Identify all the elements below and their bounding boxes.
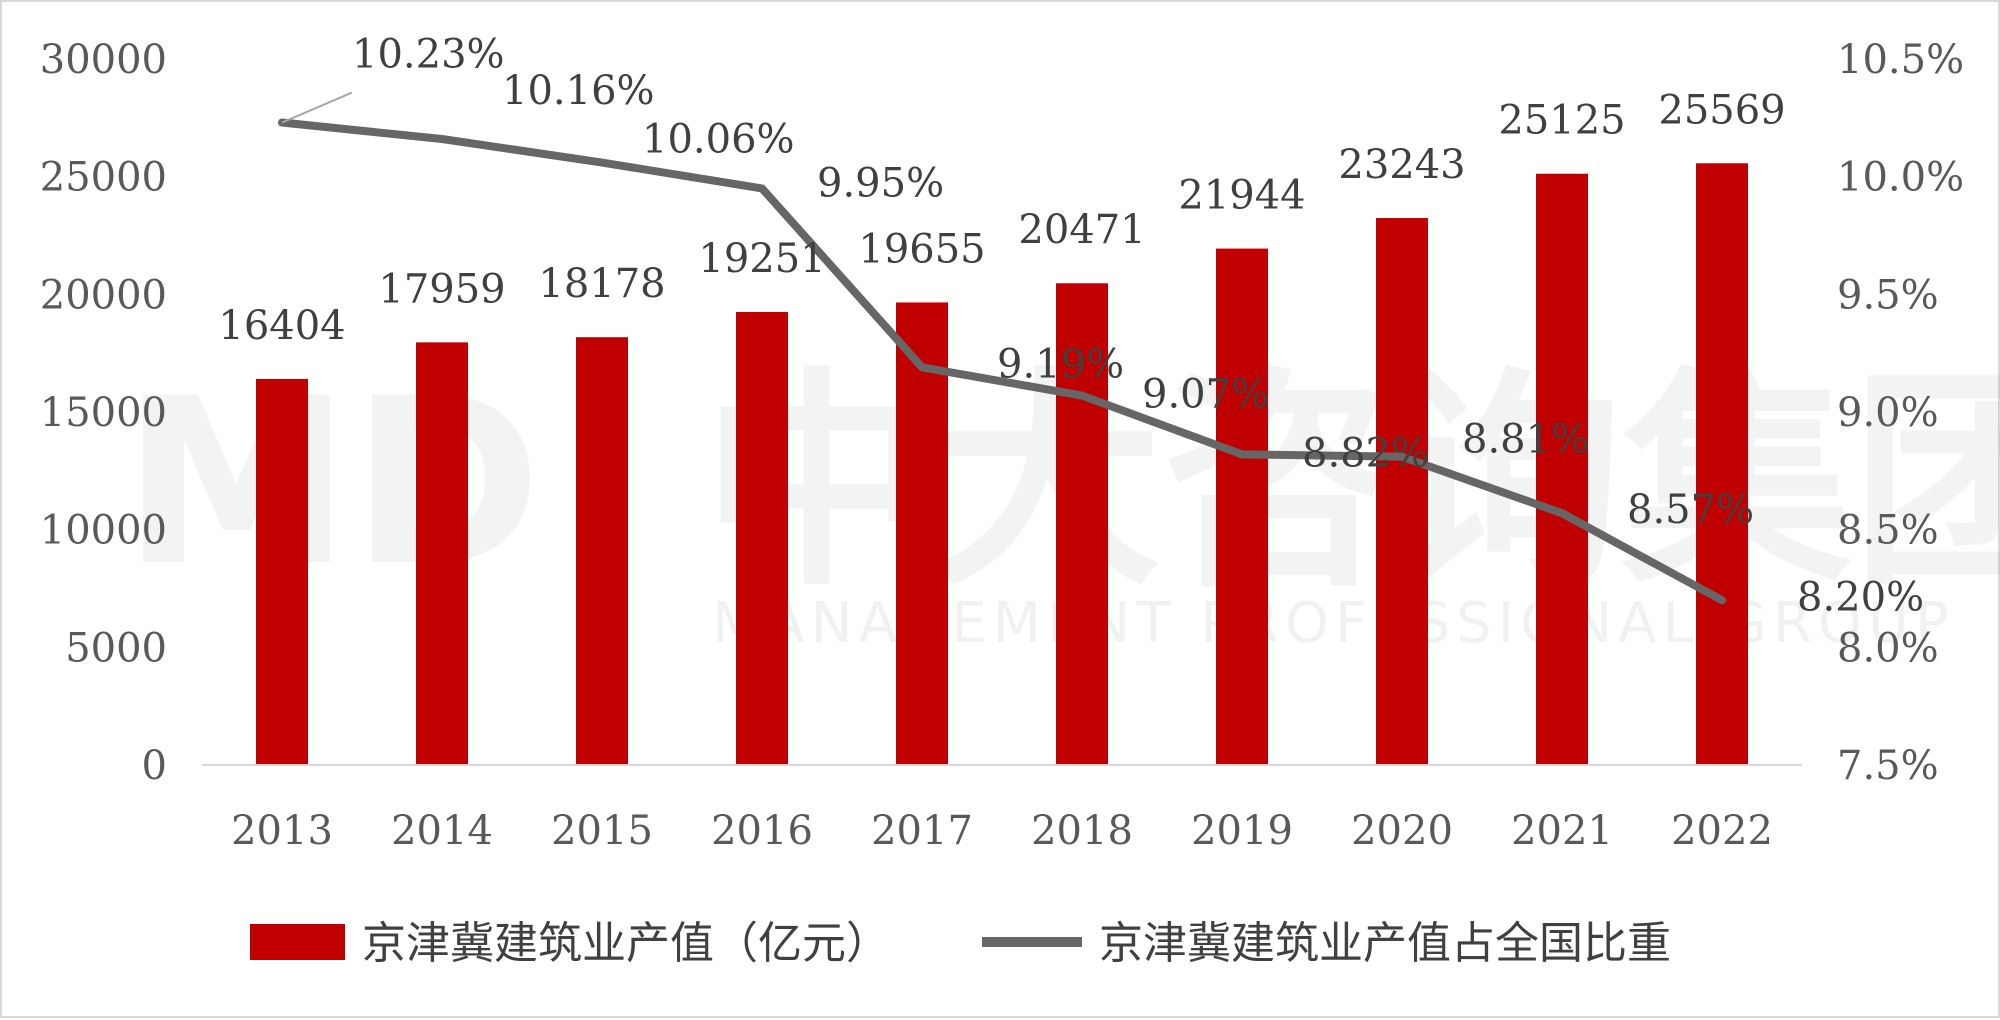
y-right-tick-label: 9.0% (1837, 390, 1939, 436)
line-data-label: 8.20% (1797, 574, 1924, 620)
label-leader-line (281, 91, 353, 124)
y-right-tick-label: 8.5% (1837, 508, 1939, 554)
legend-line-label: 京津冀建筑业产值占全国比重 (1099, 918, 1671, 969)
share-line (278, 118, 1726, 605)
bar-data-label: 19655 (858, 226, 985, 272)
x-tick-label: 2020 (1351, 808, 1453, 854)
bar (416, 342, 468, 765)
line-data-label: 9.19% (997, 341, 1124, 387)
legend: 京津冀建筑业产值（亿元） 京津冀建筑业产值占全国比重 (250, 918, 1671, 969)
line-data-label: 8.57% (1627, 487, 1754, 533)
bar-data-label: 19251 (698, 236, 825, 282)
y-left-tick-label: 30000 (40, 37, 167, 83)
y-right-tick-label: 8.0% (1837, 625, 1939, 671)
bar-data-label: 25569 (1658, 87, 1785, 133)
bar-data-label: 16404 (218, 303, 345, 349)
bar (1216, 248, 1268, 765)
bar-data-label: 23243 (1338, 142, 1465, 188)
line-layer (278, 118, 1726, 605)
bar (1376, 218, 1428, 765)
bar (576, 337, 628, 765)
bar (1696, 163, 1748, 766)
bar-data-label: 18178 (538, 261, 665, 307)
legend-bar-label: 京津冀建筑业产值（亿元） (362, 918, 890, 969)
line-data-label: 9.95% (817, 160, 944, 206)
bar (1536, 173, 1588, 766)
y-left-tick-label: 5000 (65, 625, 167, 671)
line-point (921, 366, 923, 369)
line-point (441, 138, 443, 141)
line-point (761, 187, 763, 190)
y-right-tick-label: 10.0% (1837, 155, 1964, 201)
y-left-tick-label: 20000 (40, 272, 167, 318)
y-left-tick-label: 10000 (40, 508, 167, 554)
bar (896, 302, 948, 765)
line-data-label: 10.23% (352, 32, 505, 78)
x-tick-label: 2015 (551, 808, 653, 854)
legend-bar-swatch (250, 924, 345, 960)
line-labels-layer: 10.23%10.16%10.06% 9.95% 9.19% 9.07% 8.82% 8.… (281, 32, 1924, 620)
x-tick-label: 2021 (1511, 808, 1613, 854)
y-right-tick-label: 9.5% (1837, 272, 1939, 318)
y-left-tick-label: 25000 (40, 155, 167, 201)
line-point (1561, 512, 1563, 515)
bar (1056, 283, 1108, 765)
line-data-label: 10.16% (502, 68, 655, 114)
bar-data-label: 25125 (1498, 98, 1625, 144)
x-tick-label: 2018 (1031, 808, 1133, 854)
y-right-tick-label: 7.5% (1837, 743, 1939, 789)
bar-data-label: 21944 (1178, 173, 1305, 219)
bar-data-label: 17959 (378, 266, 505, 312)
x-tick-label: 2016 (711, 808, 813, 854)
line-point (601, 161, 603, 164)
bar-data-label: 20471 (1018, 207, 1145, 253)
y-left-tick-label: 15000 (40, 390, 167, 436)
bar (736, 311, 788, 765)
x-axis-ticks: 2013 2014 2015 2016 2017 2018 2019 2020 2021 2022 (231, 808, 1773, 854)
line-point (1721, 599, 1723, 602)
bar-labels-layer: 16404 17959 18178 19251 19655 20471 21944 23243… (218, 87, 1785, 349)
line-data-label: 9.07% (1142, 372, 1269, 418)
watermark-logo: MD (122, 350, 542, 617)
line-point (1241, 453, 1243, 456)
x-tick-label: 2013 (231, 808, 333, 854)
line-data-label: 10.06% (642, 117, 795, 163)
line-point (1081, 394, 1083, 397)
y-left-axis: 0 5000 10000 15000 20000 25000 30000 (40, 37, 167, 789)
line-point (1401, 455, 1403, 458)
y-right-axis: 7.5% 8.0% 8.5% 9.0% 9.5% 10.0% 10.5% (1837, 37, 1964, 789)
x-tick-label: 2019 (1191, 808, 1293, 854)
y-right-tick-label: 10.5% (1837, 37, 1964, 83)
x-tick-label: 2014 (391, 808, 493, 854)
line-data-label: 8.82% (1302, 430, 1429, 476)
bars-layer (256, 163, 1748, 766)
x-tick-label: 2022 (1671, 808, 1773, 854)
line-data-label: 8.81% (1462, 417, 1589, 463)
y-left-tick-label: 0 (142, 743, 167, 789)
bar (256, 378, 308, 765)
x-tick-label: 2017 (871, 808, 973, 854)
